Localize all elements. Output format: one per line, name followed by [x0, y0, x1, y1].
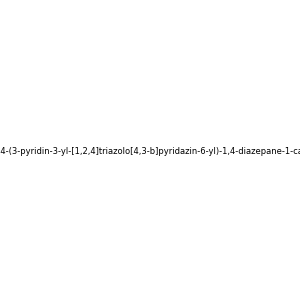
Text: N-Benzyl-4-(3-pyridin-3-yl-[1,2,4]triazolo[4,3-b]pyridazin-6-yl)-1,4-diazepane-1: N-Benzyl-4-(3-pyridin-3-yl-[1,2,4]triazo… [0, 147, 300, 156]
